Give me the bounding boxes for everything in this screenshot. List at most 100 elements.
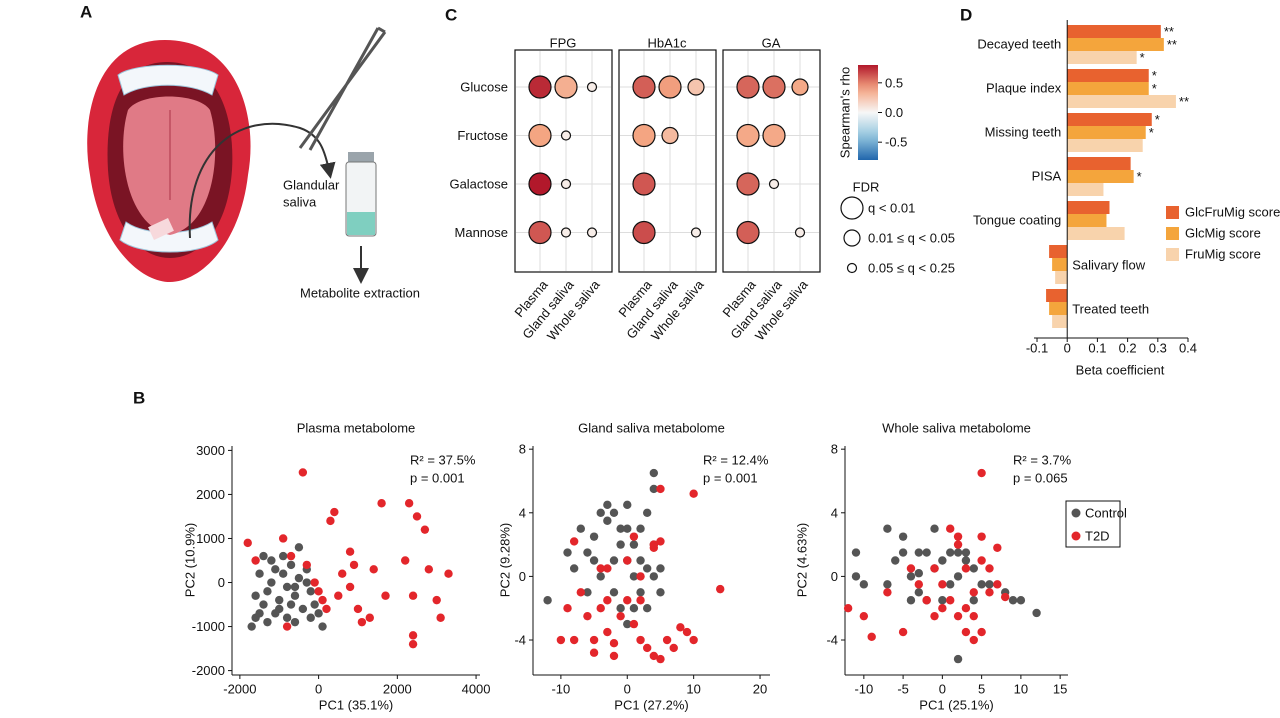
significance: * [1152,81,1157,96]
row-label: Fructose [457,128,508,143]
colorbar-tick-label: -0.5 [885,135,907,150]
vial-cap [348,152,374,162]
point [286,560,296,570]
x-tick-label: 15 [1053,682,1067,697]
point [1016,596,1026,605]
point [906,572,916,581]
point [563,548,572,557]
x-tick-label: 10 [686,682,700,697]
point [596,564,605,573]
legend-label: 0.05 ≤ q < 0.25 [868,261,955,276]
dot [661,126,679,145]
point [922,596,931,605]
x-tick-label: 10 [1014,682,1028,697]
point [859,611,869,621]
point [930,564,939,573]
y-tick-label: -4 [826,633,838,648]
point [969,596,978,605]
point [267,578,276,587]
point [953,540,963,549]
bar [1067,95,1176,108]
point [623,596,632,605]
x-tick-label: 0 [939,682,946,697]
point [969,635,978,645]
y-axis-label: PC2 (10.9%) [183,523,198,597]
bar [1067,214,1107,227]
point [334,591,343,600]
point [436,613,445,622]
point [243,538,252,548]
point [255,569,264,578]
point [930,611,939,621]
colorbar [858,65,878,160]
point [616,611,625,621]
point [349,560,359,570]
point [953,548,963,557]
point [891,556,900,565]
point [589,648,599,657]
point [603,564,612,573]
dot [791,78,809,96]
point [596,508,605,517]
annotation: p = 0.001 [703,471,758,486]
point [636,596,645,605]
bar [1067,201,1110,214]
row-label: Galactose [449,177,508,192]
legend-dot [840,196,864,220]
point [851,572,861,581]
significance: ** [1179,94,1189,109]
dot [586,227,598,238]
point [278,534,288,543]
x-tick-label: -5 [897,682,909,697]
point [596,604,605,613]
point [985,588,994,597]
dot [736,220,760,245]
facet-box [514,49,613,273]
point [883,524,892,533]
point [1032,608,1041,618]
point [381,591,390,600]
bar [1067,25,1161,38]
x-tick-label: -10 [551,682,570,697]
vial-liquid [347,212,375,235]
dot [528,220,552,245]
point [938,556,947,565]
point [629,604,639,613]
point [656,588,665,597]
point [938,596,947,605]
point [977,556,986,565]
point [609,651,619,661]
facet-title: FPG [550,36,577,51]
point [930,524,939,533]
tweezers [298,26,387,151]
point [294,543,304,552]
point [977,532,986,541]
point [278,551,288,561]
bar [1067,126,1146,139]
mouth-illustration [87,26,387,284]
dot [586,81,598,93]
point [636,556,645,565]
point [636,572,645,581]
bar [1049,245,1068,258]
significance: * [1149,125,1154,140]
y-tick-label: 8 [519,442,526,457]
point [603,516,612,525]
point [649,540,659,549]
point [259,551,268,561]
y-tick-label: 3000 [196,443,225,458]
point [251,591,260,600]
point [649,651,659,661]
category-label: Decayed teeth [977,37,1061,52]
x-tick-label: -10 [854,682,873,697]
point [282,582,292,592]
y-tick-label: 0 [519,569,526,584]
x-tick-label: 0.2 [1119,341,1137,356]
point [993,580,1002,589]
legend-label: GlcMig score [1185,226,1261,241]
point [906,564,916,573]
point [649,468,659,478]
point [318,595,327,605]
bar [1052,258,1068,271]
